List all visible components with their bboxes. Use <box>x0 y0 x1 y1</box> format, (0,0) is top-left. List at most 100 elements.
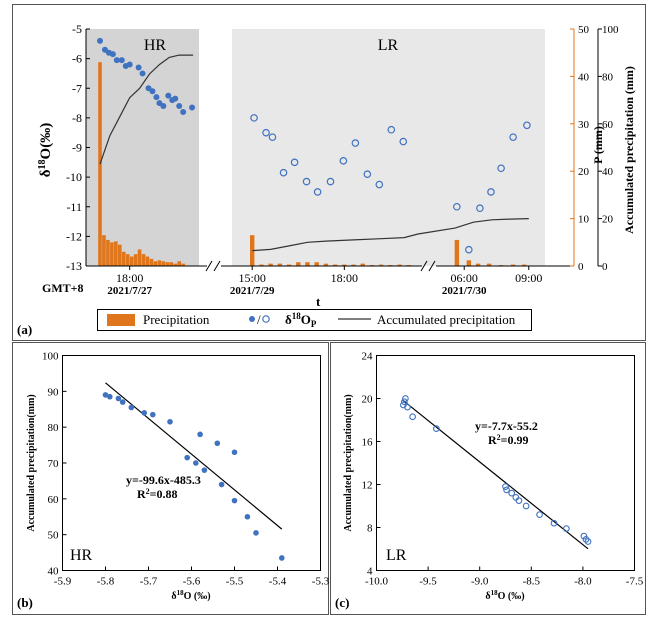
time-tick-label: 06:00 <box>451 271 478 285</box>
isotope-point-lr <box>313 188 322 196</box>
isotope-point-lr <box>487 188 495 196</box>
accumulated-line-lr <box>252 218 529 252</box>
isotope-point-hr <box>172 95 179 102</box>
isotope-point-hr <box>109 51 116 58</box>
isotope-point-hr <box>153 94 160 101</box>
hr-shaded-region <box>86 29 199 266</box>
y-tick-label: 40 <box>48 566 60 578</box>
panel-b-frame <box>12 342 329 615</box>
scatter-point <box>107 393 113 400</box>
accumulated-tick-label: 40 <box>602 166 614 178</box>
isotope-point-hr <box>176 103 183 110</box>
isotope-point-lr <box>465 245 473 254</box>
left-tick-label: -9 <box>72 141 82 155</box>
accumulated-line-hr <box>99 54 194 165</box>
precipitation-bar <box>521 264 527 266</box>
isotope-point-lr <box>351 139 360 147</box>
scatter-point <box>402 395 409 402</box>
precipitation-bar <box>475 263 481 266</box>
accumulated-tick-label: 0 <box>602 261 608 273</box>
isotope-point-hr <box>97 37 103 44</box>
scatter-point <box>563 525 570 532</box>
isotope-point-hr <box>149 88 156 95</box>
panel-b-x-label: δ18O (‰) <box>171 589 210 602</box>
isotope-point-lr <box>339 157 348 165</box>
panel-a: HR LR -5-6-7-8-9-10-11-12-13 50403020100… <box>17 22 636 337</box>
lr-shaded-region <box>232 29 545 266</box>
panel-b-label: (b) <box>17 595 33 610</box>
precipitation-bar <box>351 264 356 266</box>
panel-b-plot-area <box>62 355 321 571</box>
precipitation-bar <box>137 249 142 266</box>
date-label: 2021/7/29 <box>230 285 275 297</box>
x-tick-label: -7.5 <box>626 576 644 588</box>
scatter-point <box>502 483 509 491</box>
p-tick-label: 40 <box>578 71 590 83</box>
panel-b-region-label: HR <box>70 547 93 564</box>
scatter-point <box>201 467 208 473</box>
x-axis-label: t <box>316 294 321 309</box>
y-tick-label: 4 <box>367 566 373 578</box>
scatter-point <box>582 535 590 543</box>
precipitation-bar <box>165 262 170 266</box>
scatter-point <box>119 399 126 405</box>
p-tick-label: 20 <box>578 166 590 178</box>
x-tick-label: -5.6 <box>183 576 201 588</box>
isotope-point-lr <box>497 164 505 173</box>
precipitation-bar <box>121 251 126 266</box>
isotope-point-hr <box>160 103 167 110</box>
precipitation-bar <box>157 260 162 266</box>
legend-box <box>97 309 532 331</box>
y-tick-label: 60 <box>48 494 60 506</box>
scatter-point <box>433 425 440 432</box>
y-tick-label: 24 <box>362 351 374 363</box>
scatter-point <box>218 481 225 488</box>
panel-b-y-label: Accumulated precipitation(mm) <box>26 394 37 531</box>
y-tick-label: 50 <box>48 530 60 542</box>
left-tick-label: -11 <box>66 200 82 214</box>
isotope-point-lr <box>290 158 299 167</box>
scatter-point <box>231 497 238 504</box>
precipitation-bar <box>486 263 492 266</box>
y-tick-label: 70 <box>48 458 60 470</box>
y-tick-label: 12 <box>362 480 373 492</box>
time-tick-label: 15:00 <box>239 271 266 285</box>
panel-a-frame <box>12 4 646 341</box>
x-tick-label: -5.7 <box>140 576 158 588</box>
accumulated-tick-label: 20 <box>602 214 614 226</box>
isotope-point-hr <box>126 61 133 68</box>
scatter-point <box>244 513 251 520</box>
precipitation-bar <box>397 264 402 266</box>
isotope-point-lr <box>375 180 384 189</box>
y-tick-label: 16 <box>362 437 374 449</box>
scatter-point <box>399 401 407 409</box>
accumulated-axis-ticks: 100 80 60 40 20 0 <box>598 24 619 273</box>
axis-break-1 <box>205 260 221 272</box>
scatter-point <box>536 511 543 518</box>
x-tick-label: -9.5 <box>419 576 437 588</box>
precipitation-bar <box>110 242 114 266</box>
x-tick-label: -5.4 <box>269 576 287 588</box>
x-tick-label: -5.5 <box>226 576 244 588</box>
precipitation-bar <box>259 264 264 266</box>
p-tick-label: 0 <box>578 261 584 273</box>
legend-slash: / <box>257 312 261 327</box>
isotope-point-hr <box>113 57 120 64</box>
legend-isotope-label: δ18OP <box>285 311 317 329</box>
panel-b-points <box>102 392 285 561</box>
left-tick-label: -5 <box>72 22 82 36</box>
scatter-point <box>401 398 408 406</box>
time-tick-label: 18:00 <box>331 271 358 285</box>
precipitation-bar <box>378 264 384 266</box>
precipitation-bar <box>342 264 347 266</box>
x-tick-label: -10.0 <box>365 576 388 588</box>
panel-b-equation: y=-99.6x-485.3 <box>126 473 201 487</box>
y-tick-label: 20 <box>362 394 374 406</box>
isotope-point-hr <box>189 104 196 111</box>
y-tick-label: 8 <box>367 523 373 535</box>
isotope-point-lr <box>476 204 484 213</box>
p-axis-label: P (mm) <box>591 126 605 164</box>
panel-a-label: (a) <box>17 322 32 337</box>
panel-c: -10.0 -9.5 -9.0 -8.5 -8.0 -7.5 4 8 12 16 20 24 y=-7… <box>335 351 644 611</box>
